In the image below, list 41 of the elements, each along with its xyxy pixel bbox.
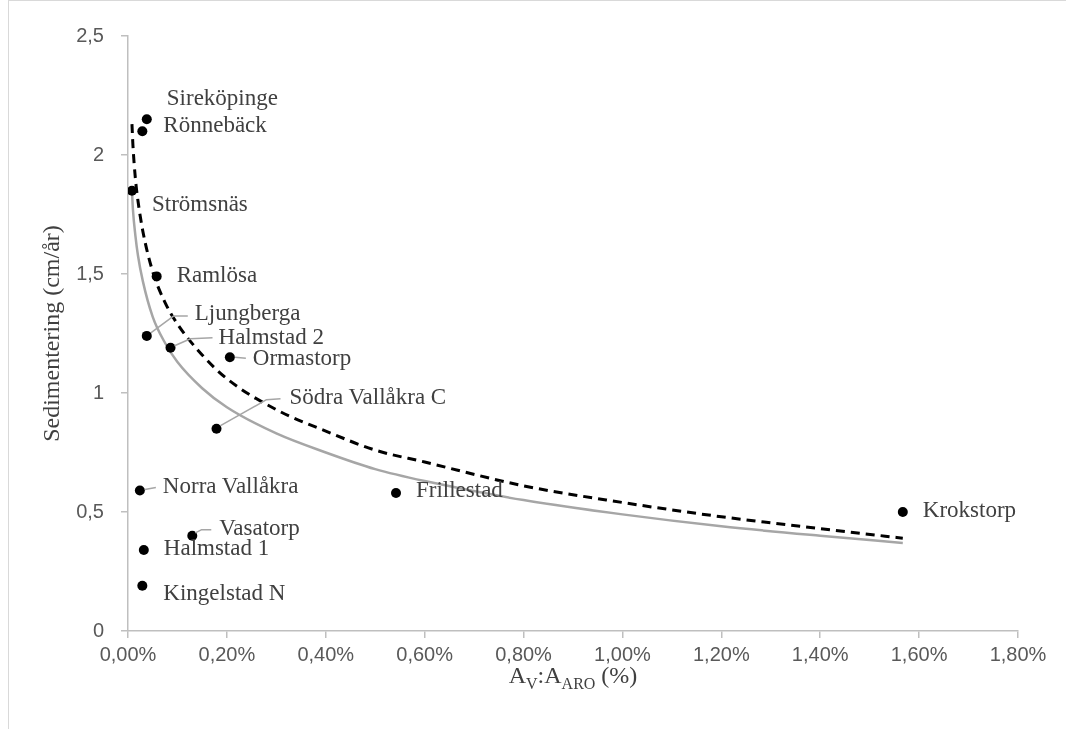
annotation: Frillestad bbox=[415, 477, 504, 503]
x-tick-label: 0,00% bbox=[99, 642, 157, 665]
point bbox=[141, 114, 152, 125]
x-tick-label: 1,20% bbox=[692, 642, 750, 665]
point bbox=[134, 485, 145, 496]
point bbox=[390, 487, 401, 498]
x-tick-label: 0,80% bbox=[495, 642, 553, 665]
point bbox=[224, 352, 235, 363]
annotation: Strömsnäs bbox=[151, 190, 248, 216]
annotation: Kingelstad N bbox=[163, 579, 286, 605]
point bbox=[138, 545, 149, 556]
annotation: Södra Vallåkra C bbox=[289, 383, 447, 409]
y-tick-label: 0,5 bbox=[76, 499, 104, 522]
annotation: Sireköpinge bbox=[166, 85, 278, 111]
x-tick-label: 0,60% bbox=[396, 642, 454, 665]
point bbox=[128, 185, 137, 196]
x-tick-label: 0,40% bbox=[297, 642, 355, 665]
annotation: Ramlösa bbox=[176, 262, 258, 288]
annotation: Krokstorp bbox=[922, 497, 1017, 523]
y-tick-label: 1 bbox=[92, 380, 104, 403]
y-tick-label: 2,5 bbox=[76, 23, 104, 46]
x-tick-label: 1,80% bbox=[989, 642, 1047, 665]
point bbox=[165, 342, 176, 353]
x-tick-label: 1,60% bbox=[890, 642, 948, 665]
y-axis-title: Sedimentering (cm/år) bbox=[37, 225, 64, 442]
annotation: Ljungberga bbox=[194, 299, 301, 325]
x-tick-label: 1,40% bbox=[791, 642, 849, 665]
point bbox=[211, 423, 222, 434]
annotation: Rönnebäck bbox=[163, 112, 268, 138]
annotation: Norra Vallåkra bbox=[162, 472, 299, 498]
point bbox=[137, 126, 148, 137]
point bbox=[141, 330, 152, 341]
point bbox=[897, 507, 908, 517]
y-tick-label: 1,5 bbox=[76, 261, 104, 284]
y-tick-label: 0 bbox=[92, 618, 104, 641]
x-tick-label: 0,20% bbox=[198, 642, 256, 665]
x-tick-label: 1,00% bbox=[594, 642, 652, 665]
annotation: Ormastorp bbox=[252, 345, 352, 371]
y-tick-label: 2 bbox=[92, 142, 104, 165]
point bbox=[151, 271, 162, 282]
point bbox=[137, 580, 148, 591]
